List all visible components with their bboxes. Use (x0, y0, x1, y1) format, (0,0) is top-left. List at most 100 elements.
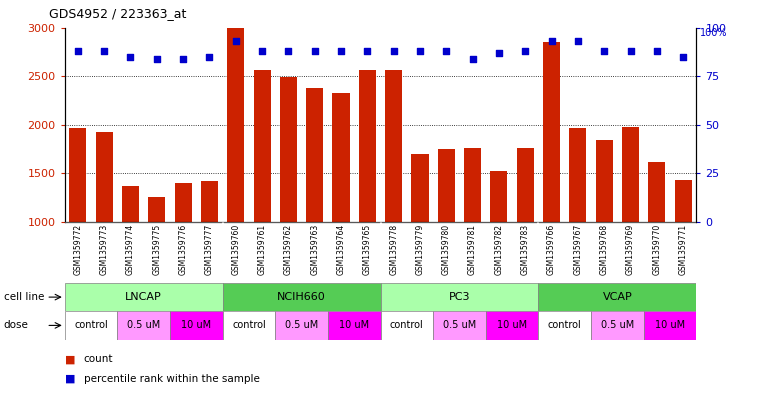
Text: GSM1359780: GSM1359780 (442, 224, 451, 275)
Text: 0.5 uM: 0.5 uM (443, 320, 476, 331)
Text: cell line: cell line (4, 292, 44, 302)
Bar (328, 311, 380, 340)
Bar (517, 148, 533, 222)
Text: GSM1359783: GSM1359783 (521, 224, 530, 275)
Bar (539, 311, 591, 340)
Text: 10 uM: 10 uM (339, 320, 369, 331)
Text: GSM1359764: GSM1359764 (336, 224, 345, 275)
Text: 10 uM: 10 uM (497, 320, 527, 331)
Text: GSM1359777: GSM1359777 (205, 224, 214, 275)
Text: NCIH660: NCIH660 (277, 292, 326, 302)
Bar (201, 181, 218, 222)
Point (256, 48, 268, 54)
Bar (438, 149, 455, 222)
Text: GSM1359774: GSM1359774 (126, 224, 135, 275)
Text: count: count (84, 354, 113, 364)
Point (440, 48, 452, 54)
Text: 10 uM: 10 uM (655, 320, 685, 331)
Point (598, 48, 610, 54)
Bar (228, 28, 244, 222)
Text: LNCAP: LNCAP (126, 292, 162, 302)
Point (625, 48, 637, 54)
Point (98, 48, 110, 54)
Text: control: control (390, 320, 424, 331)
Text: ■: ■ (65, 354, 75, 364)
Text: GSM1359775: GSM1359775 (152, 224, 161, 275)
Text: ■: ■ (65, 374, 75, 384)
Bar (223, 311, 275, 340)
Text: GSM1359762: GSM1359762 (284, 224, 293, 275)
Bar (543, 42, 560, 222)
Bar (170, 311, 223, 340)
Text: GSM1359773: GSM1359773 (100, 224, 109, 275)
Bar (358, 70, 376, 222)
Bar (96, 132, 113, 222)
Point (361, 48, 374, 54)
Bar (464, 148, 481, 222)
Bar (433, 311, 486, 340)
Text: VCAP: VCAP (603, 292, 632, 302)
Point (572, 38, 584, 44)
Text: GSM1359770: GSM1359770 (652, 224, 661, 275)
Text: PC3: PC3 (449, 292, 470, 302)
Bar (644, 311, 696, 340)
Bar (380, 283, 539, 311)
Bar (596, 140, 613, 222)
Point (546, 38, 558, 44)
Bar (65, 311, 117, 340)
Point (309, 48, 321, 54)
Text: GSM1359761: GSM1359761 (257, 224, 266, 275)
Text: GSM1359763: GSM1359763 (310, 224, 319, 275)
Bar (674, 180, 692, 222)
Text: 100%: 100% (700, 28, 728, 37)
Bar (539, 283, 696, 311)
Point (282, 48, 295, 54)
Text: GSM1359768: GSM1359768 (600, 224, 609, 275)
Text: percentile rank within the sample: percentile rank within the sample (84, 374, 260, 384)
Text: control: control (232, 320, 266, 331)
Text: GSM1359776: GSM1359776 (179, 224, 188, 275)
Text: 0.5 uM: 0.5 uM (285, 320, 318, 331)
Point (72, 48, 84, 54)
Text: GSM1359771: GSM1359771 (679, 224, 688, 275)
Bar (648, 162, 665, 222)
Text: GSM1359767: GSM1359767 (573, 224, 582, 275)
Point (651, 48, 663, 54)
Point (493, 50, 505, 56)
Bar (148, 197, 165, 222)
Point (124, 53, 136, 60)
Bar (486, 311, 539, 340)
Text: dose: dose (4, 320, 29, 331)
Bar (333, 93, 349, 222)
Bar (569, 128, 587, 222)
Text: control: control (74, 320, 108, 331)
Text: GDS4952 / 223363_at: GDS4952 / 223363_at (49, 7, 187, 20)
Bar (117, 311, 170, 340)
Point (387, 48, 400, 54)
Text: 0.5 uM: 0.5 uM (127, 320, 161, 331)
Point (151, 55, 163, 62)
Bar (306, 88, 323, 222)
Text: GSM1359765: GSM1359765 (363, 224, 372, 275)
Bar (69, 128, 87, 222)
Text: GSM1359782: GSM1359782 (495, 224, 504, 275)
Point (466, 55, 479, 62)
Point (203, 53, 215, 60)
Point (414, 48, 426, 54)
Bar (380, 311, 433, 340)
Bar (253, 70, 271, 222)
Bar (122, 186, 139, 222)
Text: control: control (548, 320, 581, 331)
Bar (174, 183, 192, 222)
Bar (275, 311, 328, 340)
Point (677, 53, 689, 60)
Point (230, 38, 242, 44)
Text: 0.5 uM: 0.5 uM (600, 320, 634, 331)
Text: GSM1359772: GSM1359772 (73, 224, 82, 275)
Text: GSM1359760: GSM1359760 (231, 224, 240, 275)
Text: GSM1359779: GSM1359779 (416, 224, 425, 275)
Point (177, 55, 189, 62)
Text: GSM1359769: GSM1359769 (626, 224, 635, 275)
Bar (280, 77, 297, 222)
Bar (223, 283, 380, 311)
